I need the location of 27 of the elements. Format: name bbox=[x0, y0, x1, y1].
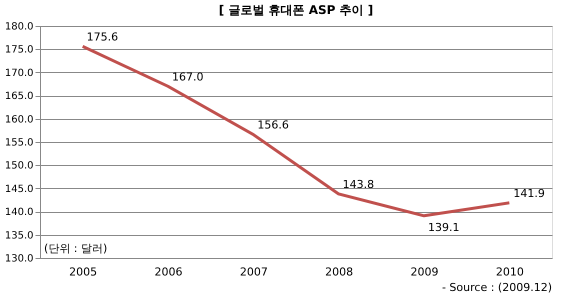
data-label: 175.6 bbox=[86, 30, 118, 44]
y-tick-label: 130.0 bbox=[4, 254, 34, 264]
data-label: 143.8 bbox=[342, 178, 374, 191]
annotation: (단위 : 달러) bbox=[44, 242, 108, 255]
y-tick-label: 165.0 bbox=[4, 91, 34, 102]
data-label: 141.9 bbox=[513, 186, 545, 200]
x-tick-label: 2006 bbox=[154, 266, 182, 278]
data-label: 167.0 bbox=[172, 70, 204, 84]
text: - Source : (2009.12) bbox=[442, 281, 552, 294]
y-tick-label: 150.0 bbox=[4, 160, 34, 172]
x-tick-label: 2005 bbox=[69, 266, 98, 278]
y-tick-label: 145.0 bbox=[4, 184, 34, 195]
x-tick-label: 2007 bbox=[240, 266, 268, 278]
x-tick-label: 2008 bbox=[325, 266, 354, 278]
line-series bbox=[81, 44, 511, 218]
x-tick-label: 2010 bbox=[496, 266, 524, 278]
chart-title: [ 글로벌 휴대폰 ASP 추이 ] bbox=[218, 3, 374, 17]
data-label: 139.1 bbox=[428, 220, 460, 234]
data-label: 156.6 bbox=[257, 118, 289, 132]
x-tick-label: 2009 bbox=[410, 266, 438, 278]
y-tick-label: 175.0 bbox=[4, 44, 34, 56]
y-tick-label: 155.0 bbox=[4, 138, 34, 148]
y-tick-label: 160.0 bbox=[4, 114, 34, 126]
y-tick-label: 135.0 bbox=[4, 230, 34, 242]
y-tick-label: 140.0 bbox=[4, 207, 34, 218]
y-tick-label: 170.0 bbox=[4, 68, 34, 79]
y-tick-label: 180.0 bbox=[4, 22, 34, 32]
